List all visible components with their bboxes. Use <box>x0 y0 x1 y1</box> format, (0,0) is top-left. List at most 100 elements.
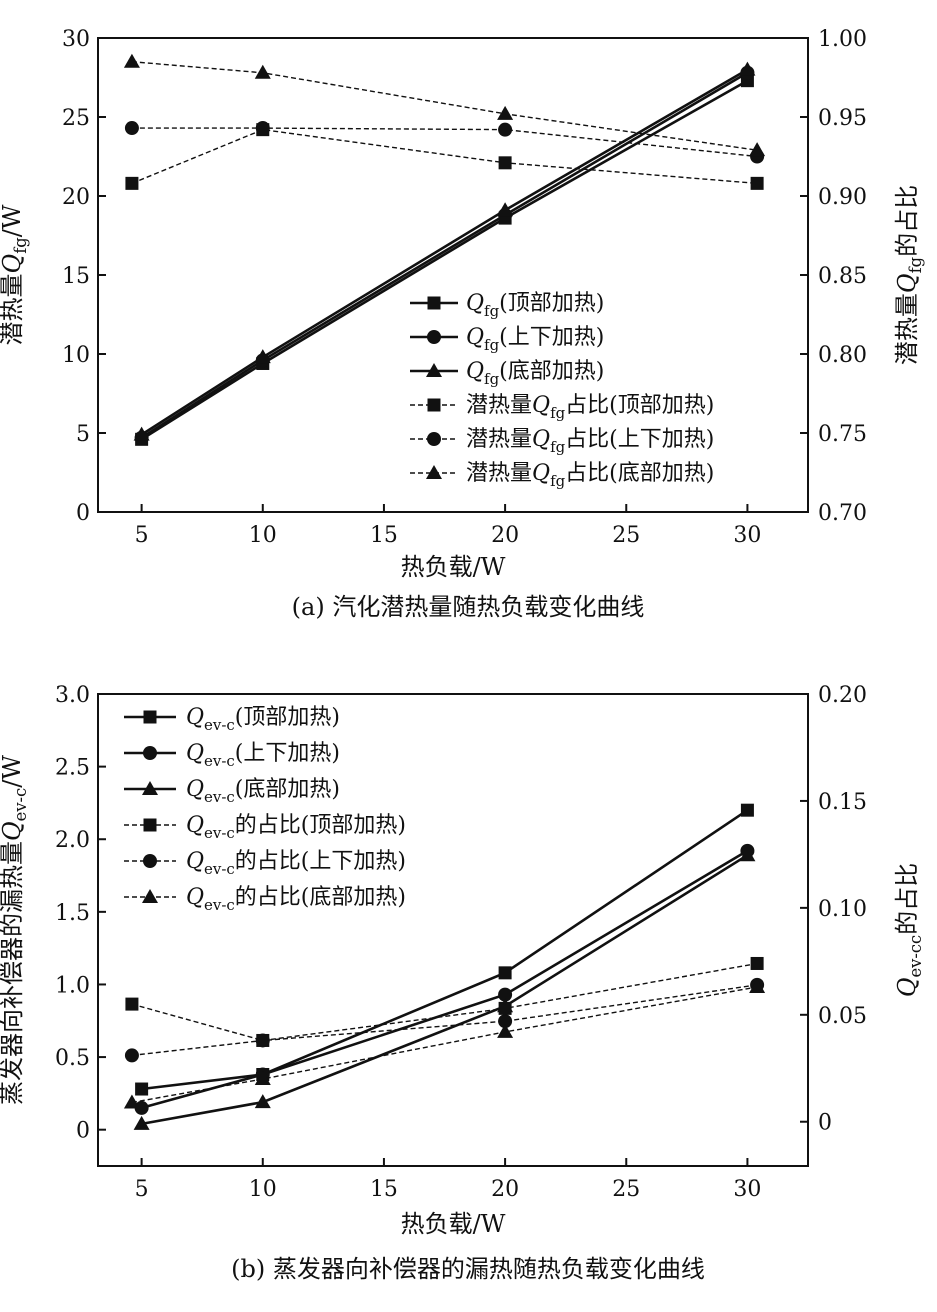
x-tick-label: 10 <box>249 1177 277 1202</box>
legend-label-symbol: Q <box>186 705 204 730</box>
y-right-axis-label-pre: 潜热量 <box>893 293 921 365</box>
y-left-tick-label: 3.0 <box>55 683 90 708</box>
y-left-tick-label: 1.5 <box>55 901 90 926</box>
legend-label-symbol: Q <box>186 813 204 838</box>
y-right-tick-label: 0.85 <box>818 264 867 289</box>
y-right-tick-label: 0.20 <box>818 683 867 708</box>
data-point <box>750 956 764 970</box>
x-tick-label: 30 <box>733 1177 761 1202</box>
series-line <box>131 128 758 185</box>
legend-marker <box>427 296 441 310</box>
data-point <box>125 176 139 190</box>
data-point <box>123 1094 140 1109</box>
legend-label-pre: 潜热量 <box>466 427 532 452</box>
data-point <box>498 987 513 1002</box>
series-5 <box>124 977 765 1063</box>
x-axis-label: 热负载/W <box>401 1210 506 1238</box>
legend-label-post: (顶部加热) <box>499 291 604 316</box>
y-right-axis-label-symbol: Q <box>893 273 921 293</box>
y-right-tick-label: 0 <box>818 1111 832 1136</box>
x-axis-label: 热负载/W <box>401 553 506 581</box>
legend-label: 潜热量Qfg占比(底部加热) <box>466 461 714 490</box>
data-point <box>254 64 271 79</box>
legend-label-post: (上下加热) <box>235 741 340 766</box>
data-point <box>255 121 270 136</box>
data-point <box>739 61 756 76</box>
y-right-tick-label: 0.70 <box>818 501 867 526</box>
y-right-axis-label-post: 的占比 <box>893 863 921 935</box>
data-point <box>498 1014 513 1029</box>
series-line <box>140 71 749 439</box>
legend-label-subscript: fg <box>484 302 500 320</box>
y-left-axis-label-post: /W <box>0 204 26 237</box>
x-tick-label: 10 <box>249 523 277 548</box>
legend-label-subscript: ev-c <box>204 752 235 770</box>
data-point <box>497 202 514 217</box>
legend-label-post: (上下加热) <box>499 325 604 350</box>
figure-caption: (b) 蒸发器向补偿器的漏热随热负载变化曲线 <box>231 1255 705 1283</box>
y-right-tick-label: 0.15 <box>818 790 867 815</box>
legend-label-subscript: fg <box>550 472 566 490</box>
legend-label-subscript: fg <box>484 370 500 388</box>
legend-label-post: (底部加热) <box>235 777 340 802</box>
series-line <box>140 68 749 436</box>
y-left-axis-label-pre: 蒸发器向补偿器的漏热量 <box>0 841 26 1105</box>
legend-label-symbol: Q <box>466 291 484 316</box>
series-line <box>131 61 758 151</box>
y-left-tick-label: 2.0 <box>55 828 90 853</box>
data-point <box>739 847 756 862</box>
series-5 <box>124 121 765 164</box>
y-left-tick-label: 20 <box>62 185 90 210</box>
y-left-axis-label: 潜热量Qfg/W <box>0 204 30 345</box>
data-point <box>497 105 514 120</box>
y-left-axis-label: 蒸发器向补偿器的漏热量Qev-c/W <box>0 755 30 1105</box>
data-point <box>498 966 512 980</box>
y-left-axis-label-pre: 潜热量 <box>0 273 26 345</box>
x-tick-label: 25 <box>612 1177 640 1202</box>
legend-label: Qev-c(顶部加热) <box>186 705 340 734</box>
legend-marker <box>426 363 442 377</box>
y-left-tick-label: 0 <box>76 1119 90 1144</box>
legend-label-symbol: Q <box>186 885 204 910</box>
data-point <box>124 121 139 136</box>
data-point <box>749 142 766 157</box>
legend-label: Qfg(顶部加热) <box>466 291 604 320</box>
data-point <box>254 1094 271 1109</box>
legend-marker <box>426 465 442 479</box>
y-right-tick-label: 1.00 <box>818 27 867 52</box>
y-left-tick-label: 0.5 <box>55 1046 90 1071</box>
y-left-axis-label-post: /W <box>0 755 26 788</box>
y-right-tick-label: 0.90 <box>818 185 867 210</box>
legend-label-subscript: ev-c <box>204 716 235 734</box>
series-line <box>131 986 758 1104</box>
series-line <box>141 809 749 1091</box>
series-line <box>140 79 749 441</box>
legend-marker <box>427 398 441 412</box>
y-left-tick-label: 10 <box>62 343 90 368</box>
legend-label: Qev-c的占比(上下加热) <box>186 849 406 878</box>
series-line <box>131 962 758 1042</box>
legend-label-post: 占比(上下加热) <box>565 427 714 452</box>
series-6 <box>123 53 766 157</box>
data-point <box>123 53 140 68</box>
legend-label-subscript: fg <box>550 438 566 456</box>
legend-label-subscript: fg <box>550 404 566 422</box>
legend-label: 潜热量Qfg占比(顶部加热) <box>466 393 714 422</box>
y-right-axis-label-symbol: Q <box>893 977 921 997</box>
y-left-tick-label: 1.0 <box>55 973 90 998</box>
legend-label-symbol: Q <box>532 427 550 452</box>
data-point <box>255 1033 270 1048</box>
y-left-tick-label: 25 <box>62 106 90 131</box>
legend-label: 潜热量Qfg占比(上下加热) <box>466 427 714 456</box>
legend-label-subscript: ev-c <box>204 824 235 842</box>
legend-label: Qev-c(上下加热) <box>186 741 340 770</box>
legend-label: Qfg(上下加热) <box>466 325 604 354</box>
series-3 <box>133 61 756 441</box>
legend-marker <box>142 889 158 903</box>
y-left-tick-label: 30 <box>62 27 90 52</box>
data-point <box>498 1001 512 1015</box>
y-left-tick-label: 2.5 <box>55 756 90 781</box>
series-4 <box>125 123 764 190</box>
plot-frame <box>97 693 809 1167</box>
x-tick-label: 5 <box>135 1177 149 1202</box>
